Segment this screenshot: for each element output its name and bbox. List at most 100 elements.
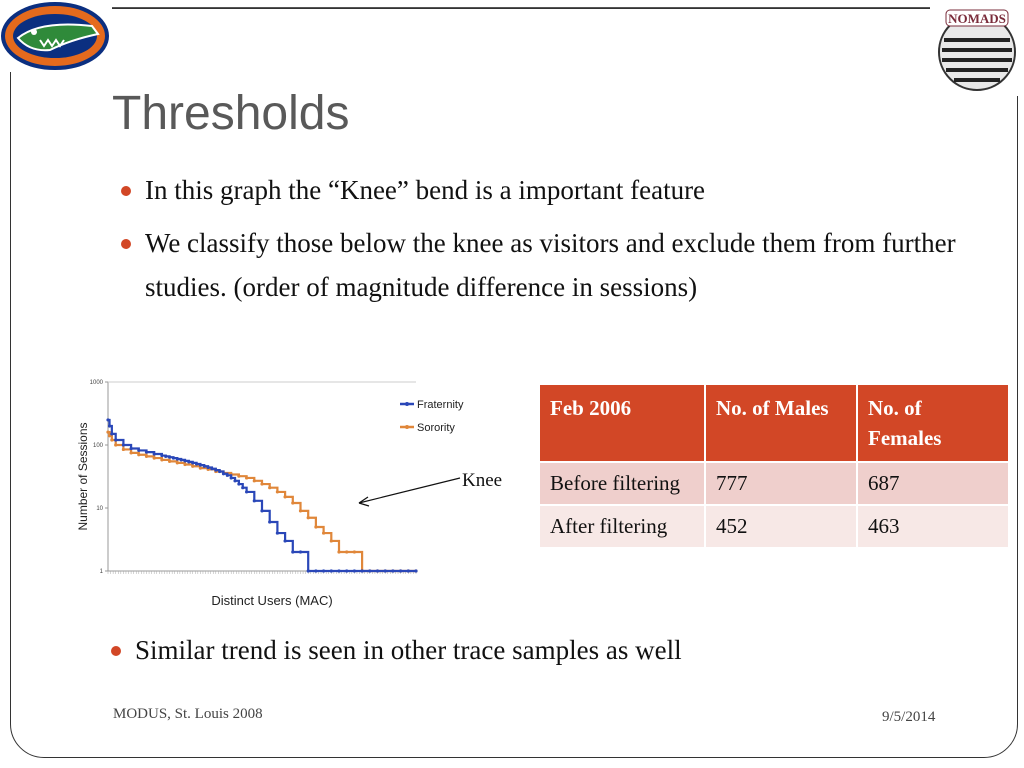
data-point-fraternity: [168, 455, 172, 459]
data-point-fraternity: [106, 418, 110, 422]
table-cell: 777: [704, 461, 858, 506]
data-point-fraternity: [164, 454, 168, 458]
bullet-1-text: In this graph the “Knee” bend is a impor…: [145, 175, 706, 205]
data-point-fraternity: [221, 472, 226, 476]
slide-frame: [10, 8, 1018, 758]
table-header-cell: No. of Females: [856, 383, 1010, 463]
table-cell: Before filtering: [538, 461, 706, 506]
series-line-fraternity: [108, 418, 416, 573]
sessions-chart-svg: 1000 100 10 1 Number of Sessions Distinct Use…: [76, 380, 464, 608]
data-point-fraternity: [218, 469, 222, 474]
data-point-fraternity: [352, 569, 356, 573]
data-point-fraternity: [252, 499, 256, 503]
table-row: After filtering 452 463: [538, 504, 1010, 549]
bullet-2-text: We classify those below the knee as visi…: [145, 228, 956, 302]
data-point-sorority: [352, 550, 356, 554]
data-point-fraternity: [110, 432, 114, 436]
data-point-sorority: [121, 447, 125, 452]
data-point-fraternity: [322, 569, 326, 573]
data-point-sorority: [329, 539, 333, 543]
bullet-2: We classify those below the knee as visi…: [121, 221, 965, 309]
data-point-fraternity: [214, 468, 218, 472]
bullet-1: In this graph the “Knee” bend is a impor…: [121, 168, 965, 212]
data-point-sorority: [306, 516, 310, 520]
bullet-dot-icon: [111, 646, 121, 656]
bullet-dot-icon: [121, 239, 131, 249]
legend-marker: [405, 425, 409, 429]
data-point-fraternity: [391, 569, 395, 573]
data-point-fraternity: [399, 569, 403, 573]
data-point-fraternity: [202, 464, 206, 468]
data-point-sorority: [110, 438, 114, 442]
data-point-sorority: [237, 474, 241, 478]
data-point-fraternity: [198, 463, 202, 467]
data-point-fraternity: [337, 569, 341, 573]
y-tick-label: 100: [93, 443, 104, 449]
data-point-fraternity: [360, 569, 364, 573]
data-point-sorority: [114, 443, 118, 447]
data-point-fraternity: [275, 531, 279, 535]
data-point-sorority: [175, 461, 179, 465]
data-point-sorority: [198, 466, 202, 470]
data-point-fraternity: [114, 438, 118, 442]
footer-date: 9/5/2014: [882, 709, 936, 725]
data-point-fraternity: [314, 569, 318, 573]
data-point-sorority: [144, 454, 149, 458]
data-point-fraternity: [160, 453, 164, 458]
data-point-fraternity: [229, 476, 233, 480]
data-point-fraternity: [283, 539, 287, 543]
data-point-sorority: [107, 434, 112, 438]
y-axis-label: Number of Sessions: [76, 422, 90, 530]
table-cell: 687: [856, 461, 1010, 506]
data-point-sorority: [337, 550, 341, 554]
table-row: Before filtering 777 687: [538, 461, 1010, 506]
nomads-logo-text: NOMADS: [948, 11, 1006, 26]
data-point-fraternity: [129, 446, 133, 451]
data-point-fraternity: [375, 569, 380, 573]
table-header-row: Feb 2006 No. of Males No. of Females: [538, 383, 1010, 463]
data-point-sorority: [191, 464, 195, 468]
data-point-fraternity: [107, 424, 112, 428]
table-cell: 463: [856, 504, 1010, 549]
table-header-cell: No. of Males: [704, 383, 858, 463]
data-point-fraternity: [171, 456, 176, 460]
data-point-sorority: [260, 482, 264, 486]
data-point-fraternity: [152, 452, 156, 456]
footer-conference: MODUS, St. Louis 2008: [113, 706, 263, 722]
data-point-fraternity: [210, 467, 214, 471]
data-point-fraternity: [406, 569, 410, 573]
legend-marker: [405, 402, 409, 406]
table-cell: 452: [704, 504, 858, 549]
data-point-fraternity: [187, 460, 191, 464]
data-point-fraternity: [237, 482, 241, 486]
data-point-fraternity: [245, 490, 249, 494]
data-point-fraternity: [383, 569, 387, 573]
data-point-fraternity: [298, 550, 303, 554]
x-axis-label: Distinct Users (MAC): [211, 593, 332, 608]
data-point-sorority: [283, 495, 287, 499]
data-point-fraternity: [291, 550, 295, 554]
data-point-sorority: [168, 459, 172, 463]
knee-label: Knee: [462, 470, 503, 491]
knee-arrow-head-icon: [358, 496, 370, 507]
data-point-sorority: [160, 458, 164, 462]
sessions-chart: 1000 100 10 1 Number of Sessions Distinct Use…: [72, 372, 522, 617]
data-point-sorority: [183, 462, 187, 467]
filtering-table: Feb 2006 No. of Males No. of Females Bef…: [538, 383, 1010, 549]
data-point-sorority: [268, 486, 272, 490]
slide-title: Thresholds: [112, 87, 350, 140]
legend-label: Sorority: [417, 422, 455, 434]
data-point-sorority: [298, 509, 303, 513]
data-point-sorority: [291, 501, 295, 505]
bullet-3: Similar trend is seen in other trace sam…: [111, 628, 955, 672]
data-point-fraternity: [121, 443, 125, 447]
y-tick-label: 1000: [90, 380, 104, 386]
data-point-sorority: [322, 531, 326, 535]
data-point-fraternity: [345, 569, 349, 573]
data-point-fraternity: [329, 569, 333, 573]
data-point-fraternity: [144, 450, 149, 454]
data-point-fraternity: [241, 486, 245, 490]
knee-arrow-line: [358, 477, 461, 504]
y-tick-label: 1: [100, 569, 104, 575]
data-point-fraternity: [179, 458, 183, 462]
